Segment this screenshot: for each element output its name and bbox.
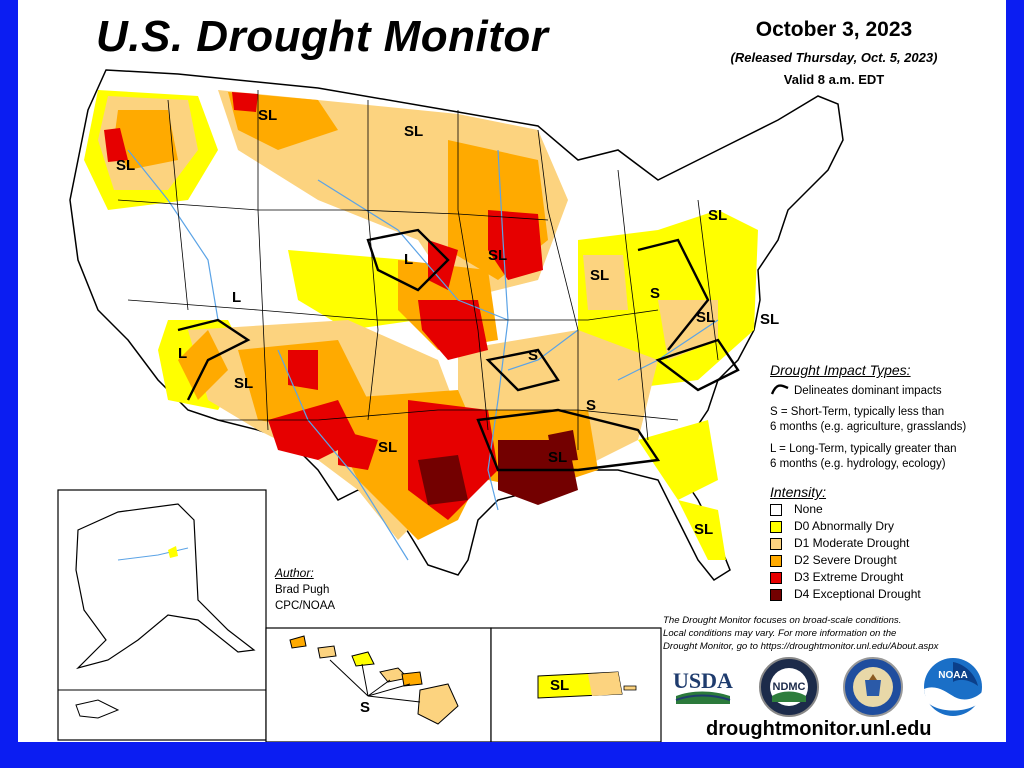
commerce-seal-logo[interactable] bbox=[842, 656, 904, 718]
alaska-shape bbox=[75, 503, 256, 670]
legend-swatch bbox=[770, 538, 782, 550]
puerto-rico-d1 bbox=[588, 672, 622, 696]
intensity-title: Intensity: bbox=[770, 484, 827, 500]
ndmc-logo[interactable]: NDMC bbox=[758, 656, 820, 718]
alaska-d0 bbox=[168, 546, 178, 558]
label-sl-indiana: SL bbox=[590, 267, 609, 284]
label-sl-new-mexico: SL bbox=[234, 375, 253, 392]
aleutian-shape bbox=[75, 699, 120, 719]
note-line-1: The Drought Monitor focuses on broad-sca… bbox=[663, 615, 902, 626]
impact-lines bbox=[177, 228, 740, 472]
hawaii-pointer-lines bbox=[329, 659, 421, 703]
svg-text:NOAA: NOAA bbox=[938, 670, 967, 681]
note-line-3[interactable]: Drought Monitor, go to https://droughtmo… bbox=[663, 641, 939, 652]
label-l-arizona: L bbox=[178, 345, 187, 362]
legend-label: D1 Moderate Drought bbox=[794, 536, 910, 550]
legend-label: D2 Severe Drought bbox=[794, 553, 897, 567]
legend-label: None bbox=[794, 502, 823, 516]
disclaimer-note: The Drought Monitor focuses on broad-sca… bbox=[663, 614, 998, 653]
label-sl-virginia: SL bbox=[696, 309, 715, 326]
label-sl-texas: SL bbox=[378, 439, 397, 456]
vieques-shape bbox=[623, 685, 637, 691]
alaska-river bbox=[117, 547, 189, 561]
label-s-missouri: S bbox=[528, 347, 538, 364]
impact-delineates-text: Delineates dominant impacts bbox=[794, 385, 942, 397]
map-date: October 3, 2023 bbox=[755, 18, 913, 41]
label-sl-delmarva: SL bbox=[760, 311, 779, 328]
svg-text:USDA: USDA bbox=[673, 668, 733, 693]
legend-swatch bbox=[770, 555, 782, 567]
author-heading: Author: bbox=[275, 566, 314, 580]
legend-swatch bbox=[770, 589, 782, 601]
note-line-2: Local conditions may vary. For more info… bbox=[663, 628, 897, 639]
noaa-logo[interactable]: NOAA bbox=[922, 656, 984, 718]
label-sl-new-york: SL bbox=[708, 207, 727, 224]
legend-swatch bbox=[770, 572, 782, 584]
website-url[interactable]: droughtmonitor.unl.edu bbox=[706, 718, 932, 740]
label-sl-florida: SL bbox=[694, 521, 713, 538]
legend-swatch bbox=[770, 521, 782, 533]
legend-label: D3 Extreme Drought bbox=[794, 570, 904, 584]
label-sl-iowa: SL bbox=[488, 247, 507, 264]
legend-label: D4 Exceptional Drought bbox=[794, 587, 921, 601]
label-sl-louisiana: SL bbox=[548, 449, 567, 466]
drought-monitor-panel: SL SL SL L SL L L SL SL SL S S SL S SL S… bbox=[18, 0, 1006, 742]
hawaii-islands bbox=[289, 635, 459, 725]
author-organization: CPC/NOAA bbox=[275, 600, 336, 612]
impact-line-symbol-icon bbox=[770, 384, 789, 395]
label-l-nebraska: L bbox=[404, 251, 413, 268]
usda-logo[interactable]: USDA bbox=[672, 664, 734, 710]
label-sl-puerto-rico: SL bbox=[550, 677, 569, 694]
d4-areas bbox=[418, 430, 578, 505]
impact-short-term-line2: 6 months (e.g. agriculture, grasslands) bbox=[770, 421, 967, 433]
impact-long-term-line2: 6 months (e.g. hydrology, ecology) bbox=[770, 458, 946, 470]
label-s-tennessee: S bbox=[586, 397, 596, 414]
author-name: Brad Pugh bbox=[275, 584, 330, 596]
legend-swatch bbox=[770, 504, 782, 516]
page-title: U.S. Drought Monitor bbox=[96, 12, 549, 61]
label-sl-north-dakota: SL bbox=[404, 123, 423, 140]
impact-short-term-line1: S = Short-Term, typically less than bbox=[770, 406, 945, 418]
drought-map: SL SL SL L SL L L SL SL SL S S SL S SL S… bbox=[57, 69, 844, 742]
valid-time: Valid 8 a.m. EDT bbox=[783, 72, 885, 87]
label-sl-pacific-northwest: SL bbox=[116, 157, 135, 174]
impact-long-term-line1: L = Long-Term, typically greater than bbox=[770, 443, 957, 455]
svg-text:NDMC: NDMC bbox=[773, 681, 806, 693]
impact-types-title: Drought Impact Types: bbox=[770, 362, 911, 378]
hawaii-inset-frame bbox=[265, 627, 492, 742]
label-l-utah: L bbox=[232, 289, 241, 306]
state-borders bbox=[117, 90, 719, 450]
label-sl-montana: SL bbox=[258, 107, 277, 124]
release-date: (Released Thursday, Oct. 5, 2023) bbox=[730, 50, 938, 65]
label-s-ohio: S bbox=[650, 285, 660, 302]
legend-label: D0 Abnormally Dry bbox=[794, 519, 895, 533]
label-s-hawaii: S bbox=[360, 699, 370, 716]
